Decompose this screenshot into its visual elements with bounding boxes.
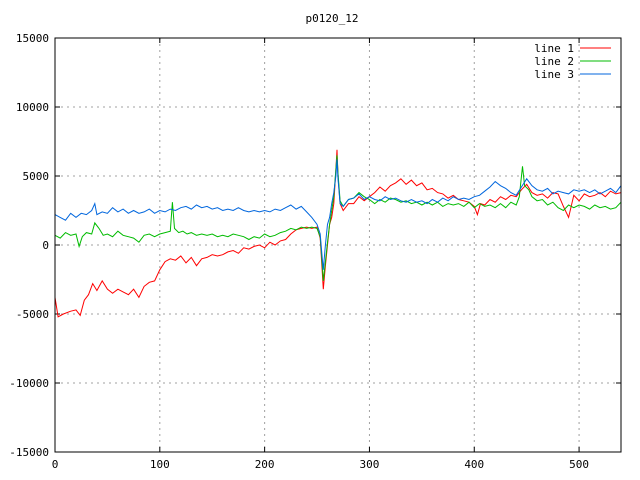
y-tick-label: 15000 [16,32,49,45]
x-tick-label: 0 [52,458,59,471]
x-tick-label: 200 [255,458,275,471]
legend-label-3: line 3 [534,68,574,81]
x-tick-label: 100 [150,458,170,471]
x-axis-ticks: 0 100 200 300 400 500 [52,38,589,471]
y-tick-label: 0 [42,239,49,252]
x-tick-label: 500 [569,458,589,471]
x-tick-label: 400 [464,458,484,471]
series-line-3 [54,159,622,270]
x-tick-label: 300 [360,458,380,471]
chart-title: p0120_12 [306,12,359,25]
series-line-2 [54,155,622,281]
y-tick-label: -5000 [16,308,49,321]
y-axis-ticks: -15000 -10000 -5000 0 5000 10000 15000 [9,32,621,459]
y-tick-label: 10000 [16,101,49,114]
y-tick-label: 5000 [23,170,50,183]
legend-label-2: line 2 [534,55,574,68]
series-group [54,149,622,318]
y-tick-label: -15000 [9,446,49,459]
plot-frame [54,37,622,453]
series-line-1 [54,149,622,318]
y-tick-label: -10000 [9,377,49,390]
legend-label-1: line 1 [534,42,574,55]
